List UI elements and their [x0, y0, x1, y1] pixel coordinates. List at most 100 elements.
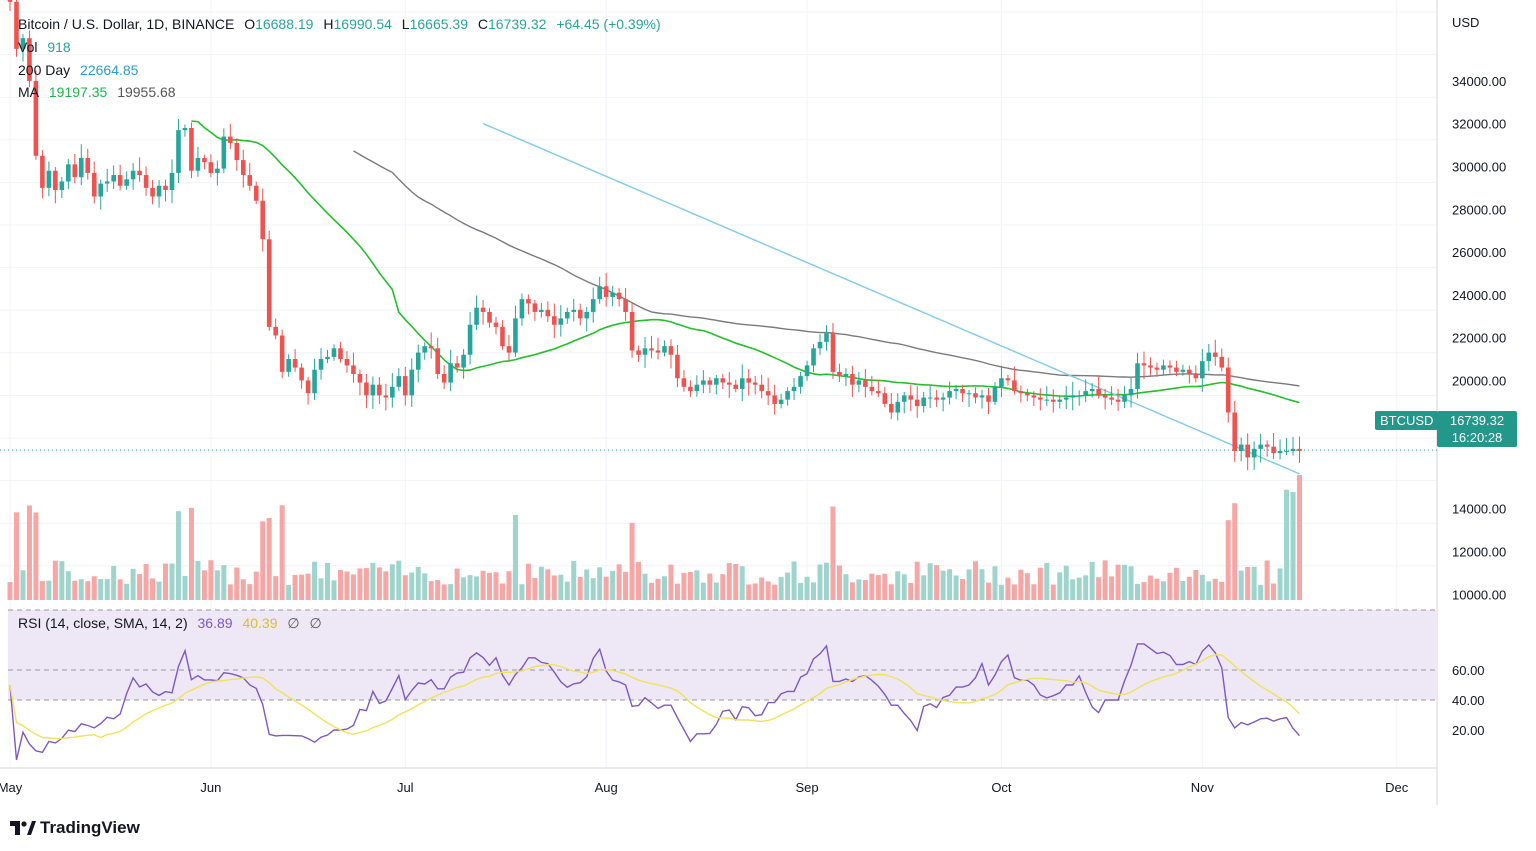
- candle-body: [1154, 367, 1160, 370]
- volume-bar: [1037, 567, 1043, 600]
- volume-bar: [195, 561, 201, 600]
- candle-body: [979, 395, 985, 398]
- price-axis[interactable]: USD 34000.00 32000.00 30000.00 28000.00 26000…: [1452, 15, 1506, 738]
- volume-bar: [150, 578, 156, 600]
- volume-bar: [1122, 564, 1128, 600]
- time-axis[interactable]: May Jun Jul Aug Sep Oct Nov Dec: [0, 780, 1409, 795]
- price-tick-label: 26000.00: [1452, 245, 1506, 260]
- candle-body: [1238, 444, 1244, 451]
- candle-body: [409, 369, 415, 396]
- candle-body: [759, 384, 764, 392]
- volume-bar: [1044, 562, 1050, 600]
- ma-legend: MA 19197.35 19955.68: [18, 84, 182, 100]
- candle-body: [642, 348, 648, 355]
- candle-body: [1284, 450, 1289, 452]
- rsi-tick-label: 20.00: [1452, 723, 1485, 738]
- candle-body: [344, 359, 350, 366]
- rsi-pane: [8, 609, 1437, 761]
- candle-body: [325, 356, 330, 360]
- volume-bar: [992, 566, 998, 600]
- volume-bar: [240, 579, 246, 600]
- ma200-value: 22664.85: [80, 62, 139, 78]
- candle-body: [720, 378, 726, 383]
- volume-bar: [940, 570, 946, 600]
- candle-body: [292, 359, 298, 368]
- candle-body: [739, 378, 745, 389]
- candle-body: [772, 395, 777, 404]
- volume-bar: [91, 576, 97, 600]
- candle-body: [532, 303, 538, 312]
- volume-bar: [752, 583, 758, 600]
- candle-body: [59, 181, 65, 191]
- last-price-value: 16739.32: [1449, 413, 1505, 428]
- volume-bar: [551, 575, 557, 600]
- candle-body: [1005, 378, 1011, 381]
- candle-body: [1200, 361, 1205, 379]
- volume-bar: [1005, 577, 1011, 600]
- candle-body: [921, 397, 926, 407]
- volume-bar: [1160, 581, 1166, 600]
- candle-body: [714, 378, 719, 385]
- candle-body: [299, 367, 304, 381]
- volume-bar: [901, 574, 907, 600]
- candle-body: [7, 0, 13, 2]
- candle-body: [817, 341, 823, 349]
- volume-bar: [1135, 583, 1141, 600]
- volume-bar: [512, 514, 518, 600]
- candle-body: [571, 309, 577, 312]
- price-tick-label: 10000.00: [1452, 587, 1506, 602]
- candle-body: [27, 38, 32, 81]
- currency-label: USD: [1452, 15, 1479, 30]
- candle-body: [396, 376, 402, 387]
- volume-bar: [98, 579, 104, 600]
- volume-bar: [1018, 569, 1024, 600]
- volume-bars: [7, 474, 1303, 600]
- volume-bar: [389, 564, 395, 600]
- candle-body: [195, 157, 201, 171]
- candle-body: [338, 348, 343, 360]
- volume-bar: [1290, 492, 1296, 600]
- candle-body: [390, 386, 395, 398]
- volume-bar: [888, 584, 894, 600]
- candle-body: [791, 386, 797, 392]
- candle-body: [500, 326, 505, 347]
- candle-body: [435, 348, 440, 374]
- candle-body: [577, 309, 583, 319]
- candle-body: [1141, 363, 1147, 366]
- candle-body: [383, 395, 389, 398]
- candle-body: [163, 185, 168, 191]
- candle-body: [636, 350, 641, 355]
- candle-body: [863, 380, 868, 387]
- candle-body: [1128, 388, 1134, 396]
- candle-body: [726, 382, 732, 385]
- volume-bar: [1031, 584, 1037, 600]
- volume-bar: [1011, 584, 1017, 600]
- candle-body: [513, 318, 518, 353]
- volume-bar: [798, 582, 804, 600]
- candle-body: [143, 175, 149, 188]
- volume-bar: [687, 571, 693, 600]
- candle-body: [940, 397, 946, 400]
- volume-bar: [20, 570, 26, 600]
- candle-body: [260, 200, 266, 240]
- volume-bar: [85, 581, 91, 600]
- rsi-tick-label: 40.00: [1452, 693, 1485, 708]
- volume-bar: [1219, 581, 1225, 600]
- candle-body: [675, 354, 680, 379]
- candle-body: [117, 175, 123, 186]
- candle-body: [539, 309, 544, 312]
- tradingview-logo[interactable]: TradingView: [10, 818, 140, 838]
- candle-body: [1297, 448, 1302, 451]
- candle-body: [914, 399, 920, 407]
- candle-body: [1076, 395, 1082, 397]
- volume-bar: [480, 570, 486, 600]
- volume-bar: [1057, 572, 1063, 600]
- volume-bar: [1212, 578, 1218, 600]
- candle-body: [1187, 369, 1192, 374]
- volume-bar: [914, 561, 920, 600]
- candle-body: [552, 316, 557, 325]
- candle-body: [1225, 367, 1231, 413]
- price-tick-label: 22000.00: [1452, 331, 1506, 346]
- price-tick-label: 20000.00: [1452, 373, 1506, 388]
